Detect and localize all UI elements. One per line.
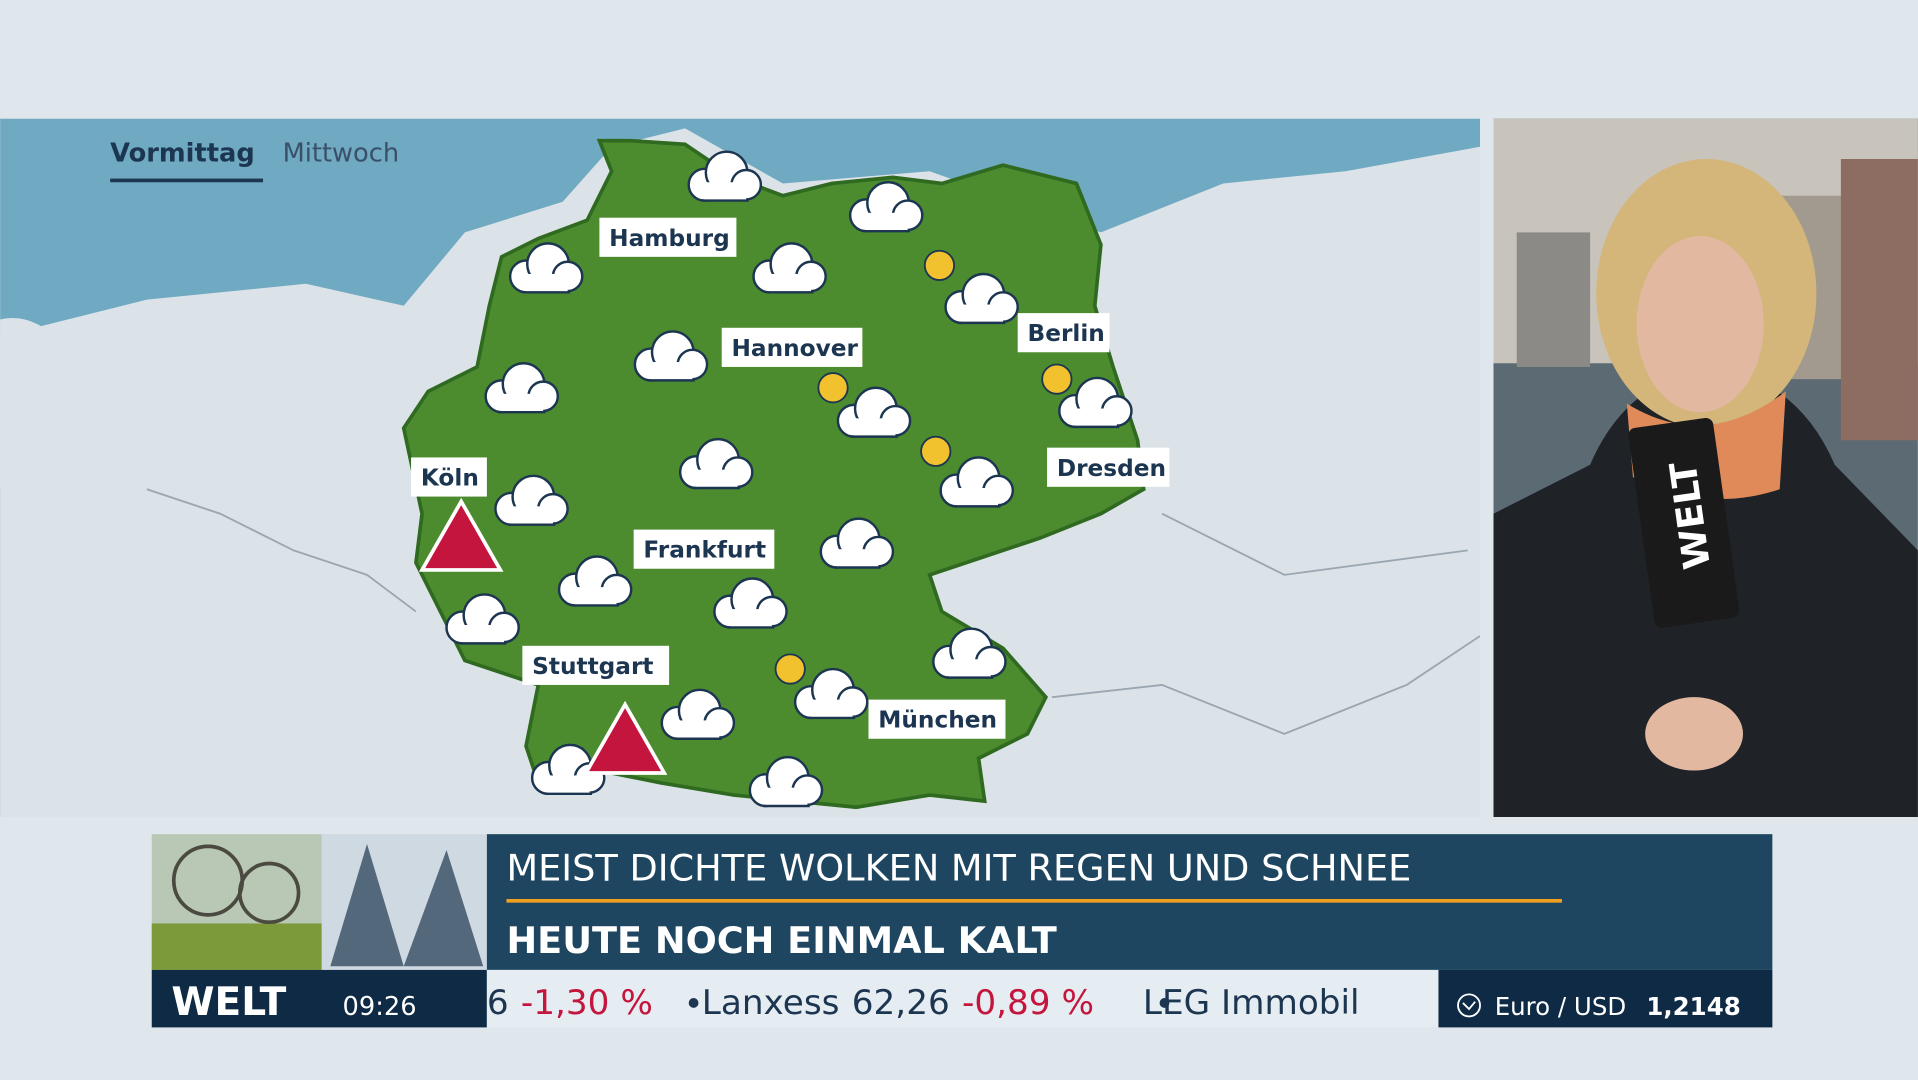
currency-value: 1,2148 <box>1646 992 1740 1021</box>
city-label: Köln <box>421 465 479 492</box>
ticker: 6 -1,30 % Lanxess 62,26 -0,89 % LEG Immobil <box>487 983 1360 1023</box>
city-label: Stuttgart <box>532 653 653 680</box>
snow-trees <box>330 843 484 967</box>
city-label: Hamburg <box>609 225 730 252</box>
city-label-bg <box>522 645 670 685</box>
ticker-text: 6 -1,30 % Lanxess 62,26 -0,89 % LEG Immobil <box>487 983 1360 1023</box>
weather-map: Vormittag Mittwoch Hamburg Hannover Berlin… <box>0 118 1481 818</box>
ticker-change: -1,30 % <box>521 983 653 1023</box>
hand <box>1645 697 1744 771</box>
sun-icon <box>817 372 849 404</box>
headline: MEIST DICHTE WOLKEN MIT REGEN UND SCHNEE <box>506 847 1411 890</box>
land <box>0 318 80 490</box>
city-label: München <box>878 707 997 734</box>
currency-icon <box>1457 993 1481 1018</box>
warning-icon <box>418 497 504 572</box>
face <box>1636 236 1764 413</box>
city-label-bg <box>633 529 775 569</box>
ticker-bullet <box>688 998 699 1008</box>
ticker-name: Lanxess <box>702 983 840 1023</box>
currency-label: Euro / USD <box>1495 992 1626 1021</box>
city-label-bg <box>1047 447 1170 487</box>
sun-icon <box>920 435 952 467</box>
warning-icon <box>582 700 668 775</box>
lower-third: MEIST DICHTE WOLKEN MIT REGEN UND SCHNEE… <box>151 834 1773 1028</box>
ticker-value: 6 <box>487 983 509 1023</box>
border-line <box>146 488 1481 735</box>
currency-icon <box>1462 1001 1476 1011</box>
subline: HEUTE NOCH EINMAL KALT <box>506 919 1056 962</box>
city-label-bg <box>721 327 863 367</box>
headline-rule <box>506 898 1562 903</box>
ticker-bullet <box>1159 998 1170 1008</box>
sun-icon <box>923 249 956 282</box>
building <box>1516 232 1591 367</box>
tree <box>237 861 301 925</box>
field <box>151 923 322 970</box>
city-label: Frankfurt <box>643 537 766 564</box>
city-label: Dresden <box>1057 455 1166 482</box>
city-label: Hannover <box>732 335 859 362</box>
currency-bar <box>1438 969 1773 1028</box>
city-label-bg <box>411 457 487 497</box>
tab[interactable]: Mittwoch <box>283 138 400 168</box>
ticker-change: -0,89 % <box>962 983 1094 1023</box>
clock: 09:26 <box>343 992 417 1022</box>
video-feed: WELT <box>1493 118 1918 818</box>
building <box>1840 159 1918 441</box>
tab-active[interactable]: Vormittag <box>110 138 255 168</box>
city-labels: Hamburg Hannover Berlin Köln Dresden Frankfur… <box>411 217 1170 739</box>
city-label-bg <box>868 699 1006 739</box>
city-label-bg <box>599 217 737 257</box>
city-label-bg <box>1017 313 1110 353</box>
logo: WELT <box>171 980 286 1025</box>
weather-icons <box>418 150 1133 808</box>
sun-icon <box>1041 363 1073 395</box>
city-label: Berlin <box>1027 320 1104 347</box>
ticker-name: LEG Immobil <box>1143 983 1360 1023</box>
ticker-bar <box>486 969 1439 1028</box>
logo-bar <box>151 969 487 1028</box>
ticker-value: 62,26 <box>852 983 950 1023</box>
sun-icon <box>774 653 806 685</box>
microphone <box>1628 417 1740 628</box>
tab-underline <box>110 178 264 183</box>
